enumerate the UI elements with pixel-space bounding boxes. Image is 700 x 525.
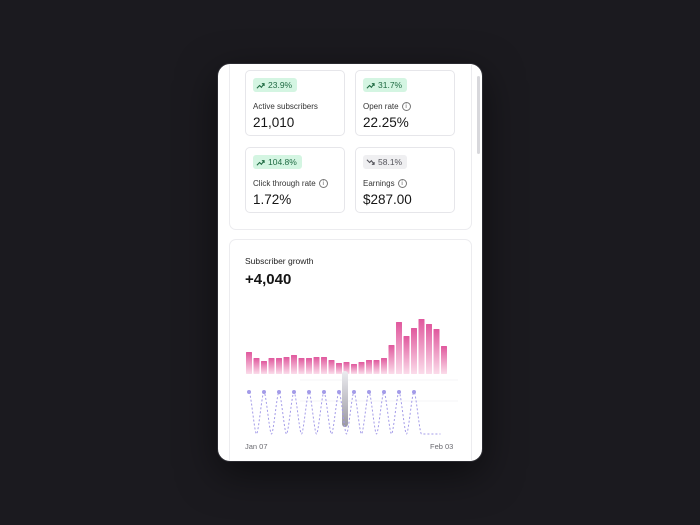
stat-value: $287.00: [363, 192, 412, 207]
axis-end-label: Feb 03: [430, 442, 454, 451]
wave-point: [367, 390, 371, 394]
chart-bar: [321, 357, 327, 374]
stat-label: Active subscribers: [253, 102, 318, 111]
wave-point: [322, 390, 326, 394]
trend-badge: 23.9%: [253, 78, 298, 92]
chart-bar: [358, 362, 365, 374]
stat-open-rate[interactable]: 31.7% Open rate i 22.25%: [355, 70, 455, 136]
chart-bar: [291, 355, 297, 374]
chart-bar: [276, 358, 282, 374]
stat-click-through-rate[interactable]: 104.8% Click through rate i 1.72%: [245, 147, 345, 213]
chart-bar: [306, 358, 312, 374]
stat-label: Click through rate i: [253, 179, 328, 188]
chart-bar: [441, 346, 447, 374]
wave-point: [412, 390, 416, 394]
chart-bar: [366, 360, 372, 374]
wave-line: [248, 391, 441, 435]
info-icon[interactable]: i: [401, 102, 411, 111]
wave-point: [277, 390, 281, 394]
wave-point: [382, 390, 386, 394]
wave-point: [292, 390, 296, 394]
wave-point: [247, 390, 251, 394]
trend-badge: 104.8%: [253, 155, 302, 169]
stat-label: Open rate i: [363, 102, 411, 111]
stats-card: 23.9% Active subscribers 21,010 31.7% Op…: [229, 64, 472, 230]
info-icon[interactable]: i: [397, 179, 407, 188]
axis-start-label: Jan 07: [245, 442, 268, 451]
chart-bar: [351, 364, 357, 374]
growth-value: +4,040: [245, 271, 292, 288]
trend-badge: 31.7%: [363, 78, 408, 92]
chart-bar: [381, 358, 387, 374]
chart-bar: [396, 322, 402, 374]
chart-bar: [411, 328, 417, 374]
trend-value: 104.8%: [268, 157, 297, 167]
trend-badge: 58.1%: [363, 155, 408, 169]
stat-label-text: Active subscribers: [253, 102, 318, 111]
wave-point: [397, 390, 401, 394]
chart-bar: [246, 352, 252, 374]
trend-up-icon: [366, 82, 375, 89]
trend-value: 23.9%: [268, 80, 293, 90]
wave-point: [307, 390, 311, 394]
info-icon[interactable]: i: [318, 179, 328, 188]
stat-label-text: Click through rate: [253, 179, 316, 188]
stat-label-text: Earnings: [363, 179, 395, 188]
stat-value: 22.25%: [363, 115, 409, 130]
growth-title: Subscriber growth: [245, 256, 314, 266]
subscriber-growth-card: Subscriber growth +4,040 Jan 07 Feb 03: [229, 239, 472, 461]
chart-bar: [426, 324, 432, 374]
chart-bar: [403, 336, 410, 374]
trend-up-icon: [256, 159, 265, 166]
wave-point: [262, 390, 266, 394]
stat-label: Earnings i: [363, 179, 407, 188]
chart-bar: [313, 357, 320, 374]
chart-bar: [418, 319, 425, 374]
stat-value: 1.72%: [253, 192, 292, 207]
chart-scrub-handle[interactable]: [342, 371, 348, 427]
chart-bar: [388, 345, 395, 374]
chart-bar: [268, 358, 275, 374]
subscriber-growth-chart[interactable]: [230, 240, 471, 461]
chart-bar: [336, 363, 342, 374]
chart-bar: [283, 357, 290, 374]
trend-value: 58.1%: [378, 157, 403, 167]
chart-bar: [253, 358, 260, 374]
chart-bar: [298, 358, 305, 374]
stat-label-text: Open rate: [363, 102, 399, 111]
trend-value: 31.7%: [378, 80, 403, 90]
trend-down-icon: [366, 158, 375, 165]
chart-bar: [373, 360, 380, 374]
stat-active-subscribers[interactable]: 23.9% Active subscribers 21,010: [245, 70, 345, 136]
chart-bar: [261, 361, 267, 374]
wave-point: [337, 390, 341, 394]
stat-earnings[interactable]: 58.1% Earnings i $287.00: [355, 147, 455, 213]
stat-value: 21,010: [253, 115, 295, 130]
chart-bar: [433, 329, 440, 374]
scrollbar-thumb[interactable]: [477, 76, 480, 154]
chart-bar: [328, 360, 335, 374]
trend-up-icon: [256, 82, 265, 89]
phone-screen: 23.9% Active subscribers 21,010 31.7% Op…: [218, 64, 482, 461]
wave-point: [352, 390, 356, 394]
